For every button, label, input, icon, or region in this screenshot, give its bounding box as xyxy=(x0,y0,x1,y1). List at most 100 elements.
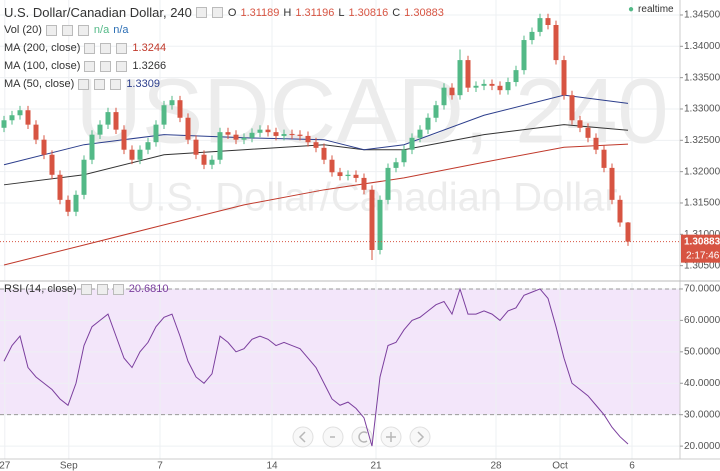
legend-value: 20.6810 xyxy=(128,283,169,295)
candle-body xyxy=(505,82,511,91)
candle-body xyxy=(577,120,583,128)
candle-body xyxy=(17,110,23,116)
icon[interactable] xyxy=(61,24,73,36)
icon[interactable] xyxy=(100,60,112,72)
candle-body xyxy=(33,124,39,140)
ma-line xyxy=(3,124,629,186)
nav-button[interactable] xyxy=(351,426,373,448)
icon[interactable] xyxy=(84,42,96,54)
ohlc-value: 1.31196 xyxy=(295,6,335,19)
candle-body xyxy=(113,112,119,130)
ma-legend: MA (50, close) 1.3309 xyxy=(4,78,160,90)
candle-body xyxy=(625,222,631,242)
rsi-legend: RSI (14, close) 20.6810 xyxy=(4,283,169,295)
x-tick-label: 6 xyxy=(629,461,635,471)
candle-body xyxy=(369,189,375,250)
x-tick-label: 27 xyxy=(0,461,11,471)
icon[interactable] xyxy=(116,60,128,72)
icon[interactable] xyxy=(84,60,96,72)
candle-body xyxy=(465,60,471,88)
icon[interactable] xyxy=(77,24,89,36)
y-tick-label: 20.0000 xyxy=(684,441,720,452)
candle-body xyxy=(449,87,455,96)
icon[interactable] xyxy=(110,78,122,90)
candle-body xyxy=(49,154,55,175)
candle-body xyxy=(185,117,191,140)
candle-body xyxy=(193,139,199,155)
nav-button[interactable] xyxy=(292,426,314,448)
legend-name: MA (50, close) xyxy=(4,78,75,90)
candle-body xyxy=(217,132,223,160)
icon[interactable] xyxy=(94,78,106,90)
candle-body xyxy=(1,120,7,128)
candle-body xyxy=(241,137,247,140)
icon[interactable] xyxy=(100,42,112,54)
candle-body xyxy=(473,85,479,88)
candle-body xyxy=(297,134,303,136)
icon[interactable] xyxy=(211,7,223,18)
realtime-status: ● realtime xyxy=(628,4,674,15)
candle-body xyxy=(233,134,239,140)
icon[interactable] xyxy=(195,7,207,18)
ohlc-label: C xyxy=(392,6,401,19)
y-tick-label: 1.33000 xyxy=(684,104,720,115)
candle-body xyxy=(393,162,399,168)
nav-button[interactable] xyxy=(409,426,431,448)
candle-body xyxy=(609,167,615,200)
candle-body xyxy=(137,149,143,160)
ohlc-value: 1.30816 xyxy=(348,6,389,19)
candle-body xyxy=(65,199,71,212)
ohlc-value: 1.30883 xyxy=(404,6,444,19)
candle-body xyxy=(281,134,287,136)
candle-body xyxy=(9,115,15,121)
legend-name: MA (200, close) xyxy=(4,42,81,54)
candle-body xyxy=(537,18,543,32)
candle-body xyxy=(529,31,535,41)
candle-body xyxy=(57,174,63,200)
candle-body xyxy=(593,137,599,150)
x-tick-label: 7 xyxy=(157,461,163,471)
candle-body xyxy=(169,100,175,106)
legend-name: RSI (14, close) xyxy=(4,283,77,295)
y-tick-label: 1.32500 xyxy=(684,135,720,146)
ma-legend: MA (200, close) 1.3244 xyxy=(4,42,166,54)
icon[interactable] xyxy=(80,283,92,295)
last-price-label: 1.30883 xyxy=(684,236,720,247)
icon[interactable] xyxy=(45,24,57,36)
candle-body xyxy=(105,112,111,125)
y-tick-label: 30.0000 xyxy=(684,409,720,420)
candle-body xyxy=(273,132,279,136)
candle-body xyxy=(409,137,415,150)
legend-name: Vol (20) xyxy=(4,24,42,36)
legend-value: 1.3244 xyxy=(132,42,167,54)
legend-value: n/a xyxy=(113,24,129,36)
candle-body xyxy=(337,172,343,177)
candle-body xyxy=(401,149,407,163)
candle-body xyxy=(521,40,527,71)
candle-body xyxy=(425,117,431,130)
legend-name: MA (100, close) xyxy=(4,60,81,72)
legend-value: n/a xyxy=(93,24,110,36)
icon[interactable] xyxy=(116,42,128,54)
candle-body xyxy=(553,25,559,61)
x-tick-label: 21 xyxy=(370,461,382,471)
ohlc-label: O xyxy=(227,6,237,19)
candle-body xyxy=(313,142,319,148)
y-tick-label: 40.0000 xyxy=(684,378,720,389)
icon[interactable] xyxy=(78,78,90,90)
nav-buttons[interactable] xyxy=(292,426,431,448)
candle-body xyxy=(41,139,47,155)
icon[interactable] xyxy=(96,283,108,295)
candle-body xyxy=(25,110,31,125)
candle-body xyxy=(601,149,607,168)
ma-line xyxy=(3,143,629,266)
candle-body xyxy=(497,85,503,91)
candle-body xyxy=(161,105,167,125)
icon[interactable] xyxy=(112,283,124,295)
candle-body xyxy=(617,199,623,223)
candle-body xyxy=(385,167,391,200)
candle-body xyxy=(353,174,359,178)
candle-body xyxy=(441,87,447,106)
y-tick-label: 70.0000 xyxy=(684,284,720,295)
